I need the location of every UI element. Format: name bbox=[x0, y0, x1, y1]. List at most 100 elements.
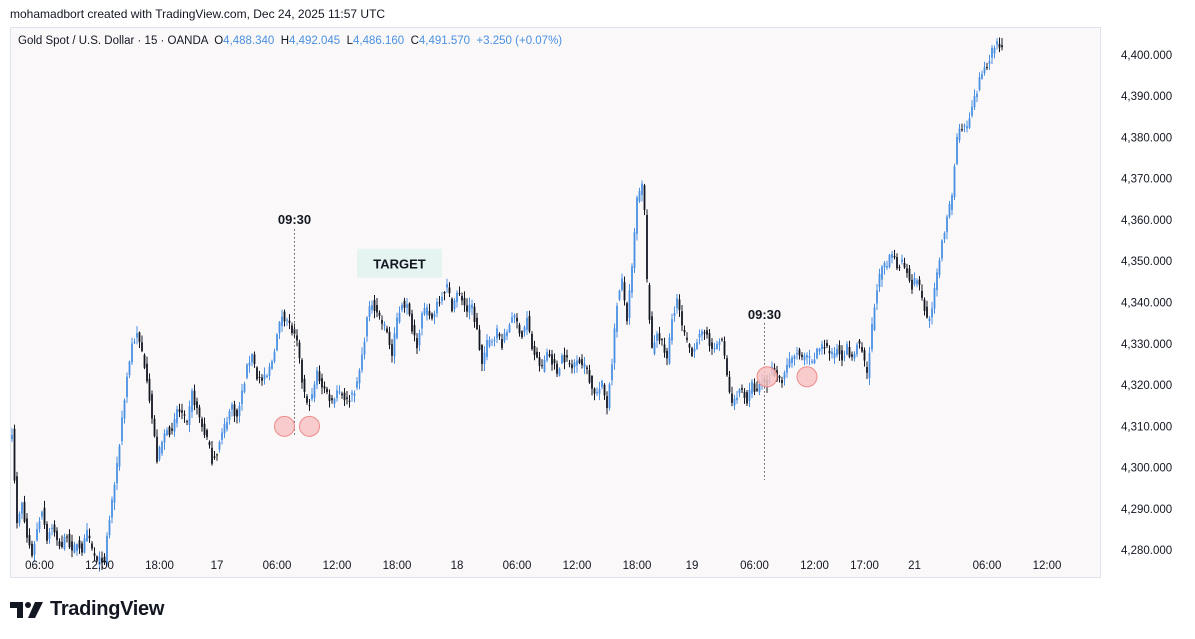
time-tick-label: 06:00 bbox=[740, 560, 769, 572]
candle bbox=[998, 37, 1001, 53]
candle bbox=[636, 195, 638, 241]
candle bbox=[71, 534, 73, 558]
candle bbox=[623, 276, 626, 306]
candle bbox=[481, 344, 483, 372]
candle bbox=[658, 326, 661, 345]
price-tick-label: 4,340.000 bbox=[1121, 298, 1172, 310]
candle bbox=[308, 398, 311, 411]
candle bbox=[546, 348, 548, 363]
low-marker-circle[interactable] bbox=[756, 366, 778, 388]
candle bbox=[863, 347, 866, 367]
candle bbox=[618, 289, 621, 302]
candle bbox=[696, 338, 698, 351]
time-tick-label: 19 bbox=[686, 560, 699, 572]
candle bbox=[436, 298, 438, 318]
candle bbox=[821, 340, 823, 355]
candle bbox=[953, 163, 956, 201]
candle bbox=[741, 384, 743, 394]
candle bbox=[733, 394, 736, 411]
candle bbox=[371, 300, 373, 314]
candle bbox=[521, 330, 523, 339]
candle bbox=[631, 263, 633, 299]
candle bbox=[686, 332, 688, 343]
candle bbox=[61, 535, 63, 549]
low-marker-circle[interactable] bbox=[274, 415, 295, 437]
candle bbox=[523, 325, 526, 337]
candle bbox=[736, 390, 738, 404]
candle bbox=[801, 352, 803, 361]
candle bbox=[463, 291, 466, 312]
candle bbox=[896, 253, 898, 271]
candle bbox=[856, 342, 858, 357]
candle bbox=[966, 120, 968, 133]
candle bbox=[441, 291, 443, 305]
candle bbox=[506, 329, 508, 340]
candle bbox=[131, 337, 133, 365]
candle bbox=[188, 400, 191, 433]
candle bbox=[91, 541, 93, 551]
candle bbox=[858, 339, 861, 349]
high-label: H bbox=[280, 35, 290, 47]
candle bbox=[701, 329, 703, 341]
target-box[interactable] bbox=[357, 248, 442, 278]
candle bbox=[76, 543, 78, 556]
candle bbox=[933, 282, 936, 314]
time-tick-label: 17 bbox=[211, 560, 224, 572]
candle bbox=[466, 298, 468, 318]
candle bbox=[891, 251, 893, 264]
candle bbox=[981, 70, 983, 80]
open-label: O bbox=[214, 35, 224, 47]
candle bbox=[908, 264, 911, 283]
candle bbox=[161, 440, 163, 456]
candle bbox=[393, 327, 396, 364]
candle bbox=[818, 347, 821, 355]
candle bbox=[496, 324, 498, 344]
candle bbox=[493, 336, 496, 347]
candle bbox=[883, 260, 886, 275]
time-axis[interactable]: 06:00 12:00 18:00 17 06:00 12:00 18:00 18 06:00 1… bbox=[25, 560, 1061, 572]
target-label: TARGET bbox=[373, 256, 426, 271]
candle bbox=[213, 450, 216, 460]
low-marker-circle[interactable] bbox=[299, 415, 320, 437]
candle bbox=[878, 268, 881, 292]
price-axis[interactable]: 4,280.000 4,290.000 4,300.000 4,310.000 4,32… bbox=[1121, 50, 1172, 557]
candle bbox=[881, 265, 883, 287]
candle bbox=[128, 360, 131, 378]
candle bbox=[548, 349, 551, 358]
candle bbox=[553, 353, 556, 370]
candle bbox=[73, 541, 76, 554]
candle bbox=[243, 381, 246, 394]
candle bbox=[248, 355, 251, 373]
chart-pane[interactable] bbox=[10, 27, 1101, 578]
candle bbox=[281, 309, 283, 332]
candle bbox=[871, 317, 873, 353]
candle bbox=[266, 373, 268, 379]
candle bbox=[593, 387, 596, 401]
candle bbox=[876, 284, 878, 311]
candle bbox=[386, 325, 388, 334]
candle bbox=[581, 354, 583, 369]
tradingview-logo[interactable]: TradingView bbox=[10, 598, 164, 621]
candle bbox=[866, 361, 868, 379]
time-tick-label: 17:00 bbox=[850, 560, 879, 572]
time-tick-label: 06:00 bbox=[263, 560, 292, 572]
candle bbox=[13, 424, 16, 484]
candle bbox=[398, 306, 401, 324]
candle bbox=[476, 312, 478, 331]
candle bbox=[263, 367, 266, 385]
candle bbox=[643, 183, 646, 216]
candle bbox=[38, 517, 41, 533]
candle bbox=[851, 351, 853, 361]
candle bbox=[178, 403, 181, 418]
candle bbox=[918, 276, 921, 291]
price-tick-label: 4,370.000 bbox=[1121, 174, 1172, 186]
candle bbox=[111, 496, 113, 524]
candle bbox=[626, 301, 628, 325]
candle bbox=[583, 356, 586, 375]
price-tick-label: 4,360.000 bbox=[1121, 215, 1172, 227]
candle bbox=[208, 440, 211, 449]
candle bbox=[688, 343, 691, 353]
change-value: +3.250 (+0.07%) bbox=[476, 35, 563, 47]
low-marker-circle[interactable] bbox=[796, 366, 818, 388]
